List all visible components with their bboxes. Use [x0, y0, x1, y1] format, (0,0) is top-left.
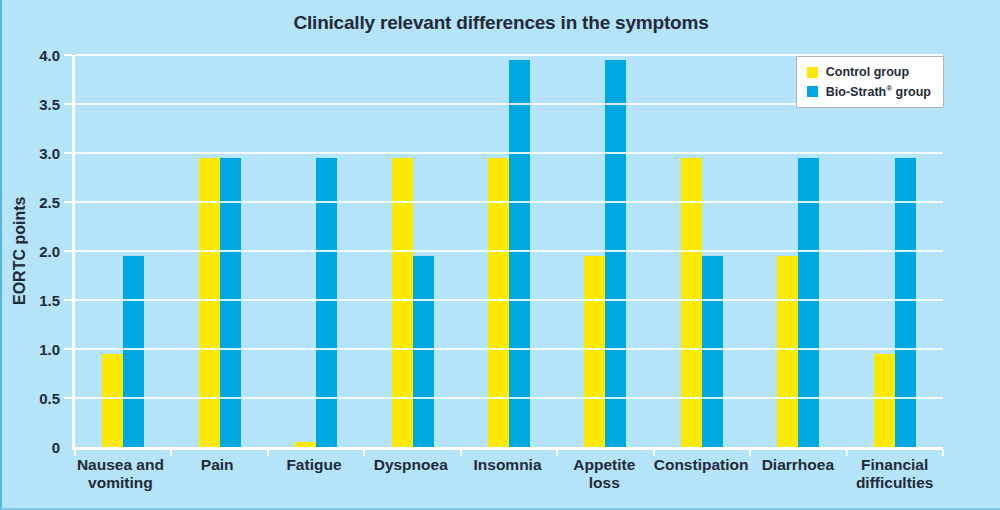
y-tick-label: 2.0 — [39, 243, 60, 260]
bio-strath-group-bar — [509, 60, 530, 447]
y-axis-tick — [64, 348, 72, 350]
legend-item: Bio-Strath® group — [807, 84, 931, 99]
bio-strath-group-bar — [702, 256, 723, 447]
bio-strath-group-bar — [413, 256, 434, 447]
legend-swatch — [807, 86, 818, 97]
y-tick-label: 1.0 — [39, 341, 60, 358]
category-label: Dyspnoea — [362, 456, 459, 492]
y-axis-tick — [64, 250, 72, 252]
y-axis-tick-labels: 00.51.01.52.02.53.03.54.0 — [2, 55, 60, 447]
bio-strath-group-bar — [123, 256, 144, 447]
legend-item: Control group — [807, 65, 931, 79]
y-axis-tick — [64, 103, 72, 105]
y-tick-label: 1.5 — [39, 292, 60, 309]
y-axis-tick — [64, 299, 72, 301]
category-label: Constipation — [653, 456, 750, 492]
category-label: Pain — [169, 456, 266, 492]
legend-swatch — [807, 67, 818, 78]
gridline — [75, 397, 943, 399]
legend-label: Control group — [826, 65, 909, 79]
bio-strath-group-bar — [605, 60, 626, 447]
control-group-bar — [584, 256, 605, 447]
category-label: Insomnia — [459, 456, 556, 492]
y-tick-label: 0.5 — [39, 390, 60, 407]
control-group-bar — [295, 442, 316, 447]
gridline — [75, 152, 943, 154]
control-group-bar — [777, 256, 798, 447]
y-axis-tick — [64, 201, 72, 203]
gridline — [75, 348, 943, 350]
y-tick-label: 2.5 — [39, 194, 60, 211]
category-label: Nausea and vomiting — [72, 456, 169, 492]
y-tick-label: 3.0 — [39, 145, 60, 162]
y-tick-label: 0 — [52, 439, 60, 456]
chart-title: Clinically relevant differences in the s… — [2, 12, 1000, 34]
gridline — [75, 201, 943, 203]
category-label: Diarrhoea — [749, 456, 846, 492]
category-label: Fatigue — [266, 456, 363, 492]
legend-label: Bio-Strath® group — [826, 84, 931, 99]
control-group-bar — [102, 354, 123, 447]
gridline — [75, 250, 943, 252]
category-label: Appetite loss — [556, 456, 653, 492]
y-tick-label: 3.5 — [39, 96, 60, 113]
category-label: Financial difficulties — [846, 456, 943, 492]
plot-area: Control group Bio-Strath® group — [72, 55, 943, 450]
y-axis-tick — [64, 54, 72, 56]
control-group-bar — [874, 354, 895, 447]
y-axis-tick — [64, 152, 72, 154]
legend: Control group Bio-Strath® group — [796, 56, 944, 108]
chart-figure: Clinically relevant differences in the s… — [0, 0, 1000, 510]
y-axis-tick — [64, 397, 72, 399]
y-tick-label: 4.0 — [39, 47, 60, 64]
gridline — [75, 299, 943, 301]
x-axis-category-labels: Nausea and vomitingPainFatigueDyspnoeaIn… — [72, 456, 943, 492]
